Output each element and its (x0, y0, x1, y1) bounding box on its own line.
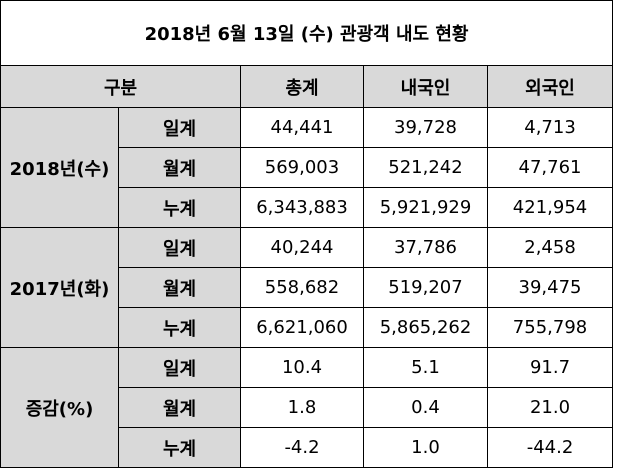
value-domestic: 37,786 (363, 227, 488, 268)
value-total: 44,441 (240, 107, 364, 148)
value-domestic: 5.1 (363, 347, 488, 388)
table-row: 월계 569,003 521,242 47,761 (1, 147, 614, 188)
value-foreign: 4,713 (486, 107, 614, 148)
value-total: 569,003 (240, 147, 364, 188)
value-foreign: 2,458 (486, 227, 614, 268)
value-total: 558,682 (240, 267, 364, 308)
header-category: 구분 (0, 65, 241, 108)
table-row: 월계 1.8 0.4 21.0 (1, 387, 614, 428)
title-row: 2018년 6월 13일 (수) 관광객 내도 현황 (0, 0, 614, 66)
header-total: 총계 (240, 65, 364, 108)
value-total: 1.8 (240, 387, 364, 428)
row-type: 누계 (118, 307, 241, 348)
value-foreign: 21.0 (486, 387, 614, 428)
table-row: 누계 -4.2 1.0 -44.2 (1, 427, 614, 468)
table-row: 누계 6,621,060 5,865,262 755,798 (1, 307, 614, 348)
row-type: 누계 (118, 187, 241, 228)
value-domestic: 5,921,929 (363, 187, 488, 228)
value-domestic: 0.4 (363, 387, 488, 428)
row-type: 월계 (118, 147, 241, 188)
table-row: 2017년(화) 일계 40,244 37,786 2,458 (0, 227, 614, 348)
group-label-2017: 2017년(화) (0, 227, 119, 348)
value-foreign: -44.2 (486, 427, 614, 468)
header-row: 구분 총계 내국인 외국인 (0, 65, 614, 108)
value-domestic: 1.0 (363, 427, 488, 468)
row-type: 월계 (118, 387, 241, 428)
value-total: -4.2 (240, 427, 364, 468)
table-row: 2018년(수) 일계 44,441 39,728 4,713 (0, 107, 614, 228)
header-foreign: 외국인 (486, 65, 614, 108)
group-label-2018: 2018년(수) (0, 107, 119, 228)
table-row: 증감(%) 일계 10.4 5.1 91.7 (0, 347, 614, 468)
value-foreign: 47,761 (486, 147, 614, 188)
value-total: 6,621,060 (240, 307, 364, 348)
row-type: 월계 (118, 267, 241, 308)
value-total: 40,244 (240, 227, 364, 268)
value-domestic: 5,865,262 (363, 307, 488, 348)
value-foreign: 39,475 (486, 267, 614, 308)
row-type: 일계 (118, 347, 241, 388)
table-title: 2018년 6월 13일 (수) 관광객 내도 현황 (0, 0, 614, 66)
value-foreign: 91.7 (486, 347, 614, 388)
table-row: 누계 6,343,883 5,921,929 421,954 (1, 187, 614, 228)
value-domestic: 519,207 (363, 267, 488, 308)
value-domestic: 521,242 (363, 147, 488, 188)
row-type: 누계 (118, 427, 241, 468)
group-label-change: 증감(%) (0, 347, 119, 468)
header-domestic: 내국인 (363, 65, 488, 108)
row-type: 일계 (118, 107, 241, 148)
table-row: 월계 558,682 519,207 39,475 (1, 267, 614, 308)
row-type: 일계 (118, 227, 241, 268)
value-total: 10.4 (240, 347, 364, 388)
value-total: 6,343,883 (240, 187, 364, 228)
value-foreign: 755,798 (486, 307, 614, 348)
value-foreign: 421,954 (486, 187, 614, 228)
value-domestic: 39,728 (363, 107, 488, 148)
